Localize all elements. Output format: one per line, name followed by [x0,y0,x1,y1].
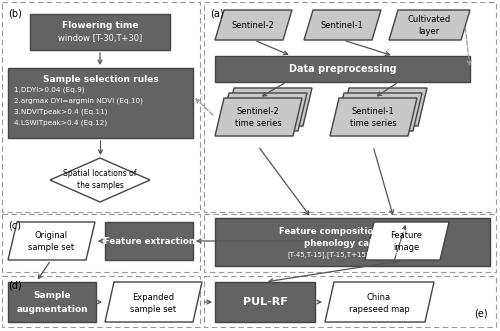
Text: 4.LSWITpeak>0.4 (Eq.12): 4.LSWITpeak>0.4 (Eq.12) [14,120,107,126]
Text: time series: time series [234,119,282,128]
Text: sample set: sample set [28,244,74,253]
Text: image: image [394,244,419,253]
Text: PUL-RF: PUL-RF [242,297,288,307]
Text: phenology calendar: phenology calendar [304,239,400,248]
Text: Sentinel-1: Sentinel-1 [352,108,395,117]
Text: Data preprocessing: Data preprocessing [288,64,397,74]
Polygon shape [340,88,427,126]
Text: Flowering time: Flowering time [62,22,138,30]
Polygon shape [335,93,422,131]
Text: China: China [367,293,391,302]
Text: (e): (e) [474,309,488,319]
Text: (c): (c) [8,220,21,230]
Text: 3.NDVITpeak>0.4 (Eq.11): 3.NDVITpeak>0.4 (Eq.11) [14,109,108,115]
Text: Sample selection rules: Sample selection rules [42,74,158,83]
Text: the samples: the samples [76,181,124,191]
Text: 1.DDYI>0.04 (Eq.9): 1.DDYI>0.04 (Eq.9) [14,87,84,93]
Text: Sentinel-2: Sentinel-2 [232,21,274,29]
Text: Spatial locations of: Spatial locations of [63,169,137,178]
Polygon shape [325,282,434,322]
Text: window [T-30,T+30]: window [T-30,T+30] [58,34,142,43]
FancyBboxPatch shape [215,56,470,82]
FancyBboxPatch shape [30,14,170,50]
Text: Expanded: Expanded [132,293,174,302]
Text: sample set: sample set [130,305,176,313]
Text: (b): (b) [8,9,22,19]
Text: augmentation: augmentation [16,306,88,314]
Text: Sentinel-2: Sentinel-2 [236,108,280,117]
Polygon shape [389,10,470,40]
Text: (a): (a) [210,9,224,19]
Text: [T-45,T-15],[T-15,T+15],[T+15,T+45]: [T-45,T-15],[T-15,T+15],[T+15,T+45] [288,252,417,259]
FancyBboxPatch shape [8,282,96,322]
Polygon shape [220,93,307,131]
Text: Original: Original [34,231,68,241]
Text: Feature composition based on: Feature composition based on [278,226,426,235]
Polygon shape [215,98,302,136]
Text: Feature: Feature [390,231,422,241]
Text: 2.argmax DYI=argmin NDVI (Eq.10): 2.argmax DYI=argmin NDVI (Eq.10) [14,98,143,104]
Polygon shape [365,222,449,260]
Polygon shape [8,222,95,260]
Text: time series: time series [350,119,397,128]
Text: layer: layer [418,26,440,35]
FancyBboxPatch shape [8,68,193,138]
Polygon shape [225,88,312,126]
FancyBboxPatch shape [215,282,315,322]
Text: Feature extraction: Feature extraction [104,237,194,246]
FancyBboxPatch shape [105,222,193,260]
Text: Cultivated: Cultivated [408,16,451,24]
Text: Sentinel-1: Sentinel-1 [320,21,364,29]
Text: Sample: Sample [33,292,71,301]
Polygon shape [215,10,292,40]
Polygon shape [330,98,417,136]
Polygon shape [304,10,381,40]
Polygon shape [105,282,202,322]
Polygon shape [50,158,150,202]
FancyBboxPatch shape [215,218,490,266]
Text: rapeseed map: rapeseed map [348,305,410,313]
Text: (d): (d) [8,281,22,291]
